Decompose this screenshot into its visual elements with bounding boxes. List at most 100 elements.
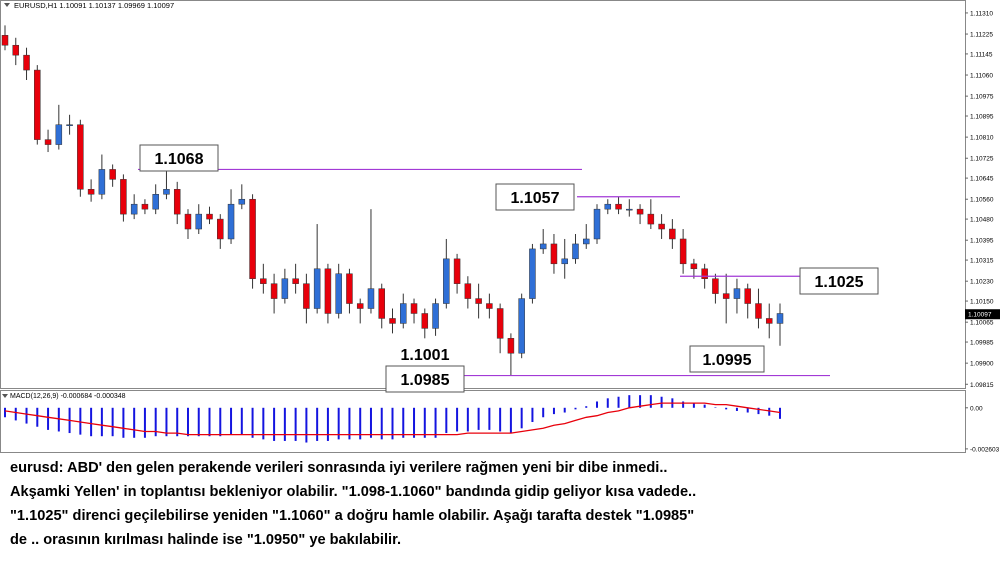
y-tick-label: 1.10230 xyxy=(970,279,994,286)
commentary-line: eurusd: ABD' den gelen perakende veriler… xyxy=(10,460,668,476)
candle-body xyxy=(636,208,644,215)
candle-body xyxy=(249,198,256,279)
y-tick-label: 1.10395 xyxy=(970,238,994,245)
candle-body xyxy=(496,308,504,339)
candle-body xyxy=(98,169,106,195)
candle-body xyxy=(12,44,20,56)
current-price-label: 1.10097 xyxy=(968,312,992,319)
chart: EURUSD,H1 1.10091 1.10137 1.09969 1.1009… xyxy=(0,0,1000,453)
macd-y-tick-label: 0.00 xyxy=(970,405,983,412)
candle-body xyxy=(679,238,687,265)
candle-body xyxy=(486,303,493,309)
candle-body xyxy=(356,303,364,309)
candle-body xyxy=(270,283,278,299)
candle-body xyxy=(464,283,472,299)
y-tick-label: 1.10065 xyxy=(970,320,994,327)
candle-body xyxy=(66,124,73,126)
candle-body xyxy=(421,313,429,329)
y-tick-label: 1.10895 xyxy=(970,114,994,121)
candle-body xyxy=(141,203,149,210)
candle-body xyxy=(518,298,525,354)
candle-body xyxy=(238,198,246,205)
price-panel-frame xyxy=(0,0,966,389)
candle-body xyxy=(712,278,719,294)
current-price-tag xyxy=(965,309,1000,320)
candle-body xyxy=(626,208,633,211)
candle-body xyxy=(378,288,385,319)
candle-body xyxy=(346,273,353,304)
candle-body xyxy=(34,69,41,140)
candle-body xyxy=(152,194,159,210)
candle-body xyxy=(217,218,224,240)
y-tick-label: 1.10315 xyxy=(970,258,994,265)
candle-body xyxy=(593,208,601,240)
candle-body xyxy=(583,238,590,245)
candle-body xyxy=(647,213,655,225)
candle-body xyxy=(733,288,741,299)
candle-body xyxy=(669,228,676,240)
candle-body xyxy=(324,268,332,314)
y-tick-label: 1.11310 xyxy=(970,10,993,17)
y-tick-label: 1.09985 xyxy=(970,340,994,347)
candle-body xyxy=(120,179,127,215)
y-tick-label: 1.11145 xyxy=(970,51,993,58)
candle-body xyxy=(303,283,310,309)
candle-body xyxy=(443,258,450,304)
commentary-line: de .. orasının kırılması halinde ise "1.… xyxy=(10,532,402,548)
macd-signal-line xyxy=(4,402,781,436)
macd-header: MACD(12,26,9) -0.000684 -0.000348 xyxy=(10,393,126,400)
y-tick-label: 1.10560 xyxy=(970,197,994,204)
y-tick-label: 1.10645 xyxy=(970,176,994,183)
annotation: 1.1001 xyxy=(401,347,450,364)
candle-body xyxy=(130,203,138,215)
symbol-icon xyxy=(4,3,10,7)
candle-body xyxy=(561,258,568,265)
macd-panel-frame xyxy=(0,390,966,453)
candle-body xyxy=(55,124,63,145)
candle-body xyxy=(529,248,536,299)
indicator-icon xyxy=(2,394,8,398)
candle-body xyxy=(776,313,784,324)
candle-body xyxy=(184,213,192,230)
y-tick-label: 1.11060 xyxy=(970,73,993,80)
level-label-box xyxy=(385,365,465,393)
level-label: 1.0985 xyxy=(401,372,450,389)
commentary-line: Akşamki Yellen' in toplantısı bekleniyor… xyxy=(10,484,697,500)
annotation-box xyxy=(689,345,765,373)
candle-body xyxy=(690,263,698,270)
y-tick-label: 1.10810 xyxy=(970,135,994,142)
candle-body xyxy=(744,288,751,304)
candle-body xyxy=(539,243,547,250)
level-label: 1.1068 xyxy=(155,151,204,168)
level-label: 1.1057 xyxy=(511,190,560,207)
candle-body xyxy=(206,213,213,220)
symbol-header: EURUSD,H1 1.10091 1.10137 1.09969 1.1009… xyxy=(14,1,174,10)
commentary: eurusd: ABD' den gelen perakende veriler… xyxy=(10,456,995,552)
candle-body xyxy=(722,293,730,299)
y-tick-label: 1.09815 xyxy=(970,382,994,389)
candle-body xyxy=(765,318,773,324)
candle-body xyxy=(604,203,612,210)
candle-body xyxy=(432,303,439,329)
candle-body xyxy=(335,273,342,314)
macd-y-tick-label: -0.002603 xyxy=(970,446,1000,453)
candle-body xyxy=(367,288,375,309)
candle-body xyxy=(658,223,665,230)
candle-body xyxy=(281,278,289,299)
annotation: 1.0995 xyxy=(703,352,752,369)
candle-body xyxy=(163,189,170,195)
level-label-box xyxy=(799,267,879,295)
candle-body xyxy=(550,243,558,265)
candle-body xyxy=(507,338,515,354)
y-tick-label: 1.11225 xyxy=(970,32,993,39)
candle-body xyxy=(313,268,321,309)
candle-body xyxy=(227,203,235,240)
candle-body xyxy=(23,54,30,71)
candle-body xyxy=(400,303,407,324)
candle-body xyxy=(292,278,299,284)
candle-body xyxy=(260,278,267,284)
y-tick-label: 1.10725 xyxy=(970,156,994,163)
candle-body xyxy=(389,318,396,324)
level-label-box xyxy=(495,183,575,211)
